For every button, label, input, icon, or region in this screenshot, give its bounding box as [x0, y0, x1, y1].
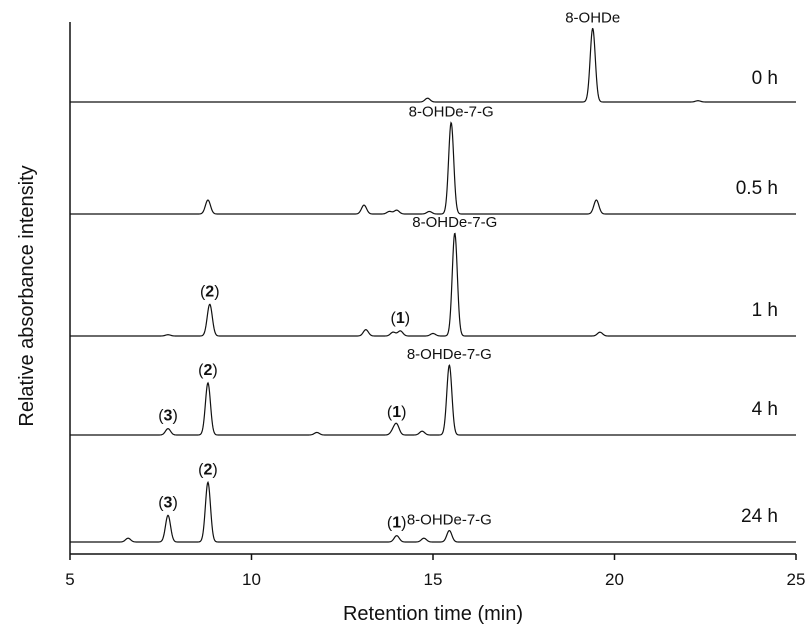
trace-line-4 — [70, 480, 796, 543]
peak-label: 8-OHDe-7-G — [409, 104, 494, 121]
x-tick-label: 10 — [242, 570, 261, 589]
trace-label: 4 h — [752, 399, 778, 420]
x-ticks: 5 10 15 20 25 — [65, 554, 805, 589]
trace-label: 0.5 h — [736, 178, 778, 199]
peak-label: 8-OHDe-7-G — [412, 214, 497, 231]
axes: 5 10 15 20 25 — [65, 22, 805, 589]
peak-label-compound-2: (2) — [198, 461, 218, 478]
x-tick-label: 15 — [424, 570, 443, 589]
peak-label-compound-1: (1) — [387, 515, 407, 532]
trace-line-2 — [70, 232, 796, 337]
peak-label-compound-2: (2) — [200, 283, 220, 300]
peak-label: 8-OHDe-7-G — [407, 512, 492, 529]
peak-label-compound-3: (3) — [158, 408, 178, 425]
trace-label: 24 h — [741, 506, 778, 527]
x-tick-label: 5 — [65, 570, 74, 589]
peak-label-compound-2: (2) — [198, 362, 218, 379]
trace-label: 0 h — [752, 68, 778, 89]
peak-label-compound-1: (1) — [387, 404, 407, 421]
trace-line-0 — [70, 27, 796, 103]
peak-label-compound-3: (3) — [158, 494, 178, 511]
trace-label: 1 h — [752, 300, 778, 321]
traces — [70, 27, 796, 543]
x-axis-title: Retention time (min) — [343, 603, 523, 625]
x-tick-label: 20 — [605, 570, 624, 589]
trace-line-1 — [70, 121, 796, 215]
x-tick-label: 25 — [787, 570, 806, 589]
peak-label: 8-OHDe — [565, 9, 620, 26]
trace-line-3 — [70, 364, 796, 436]
y-axis-title: Relative absorbance intensity — [16, 165, 38, 426]
peak-label-compound-1: (1) — [391, 310, 411, 327]
peak-label: 8-OHDe-7-G — [407, 346, 492, 363]
